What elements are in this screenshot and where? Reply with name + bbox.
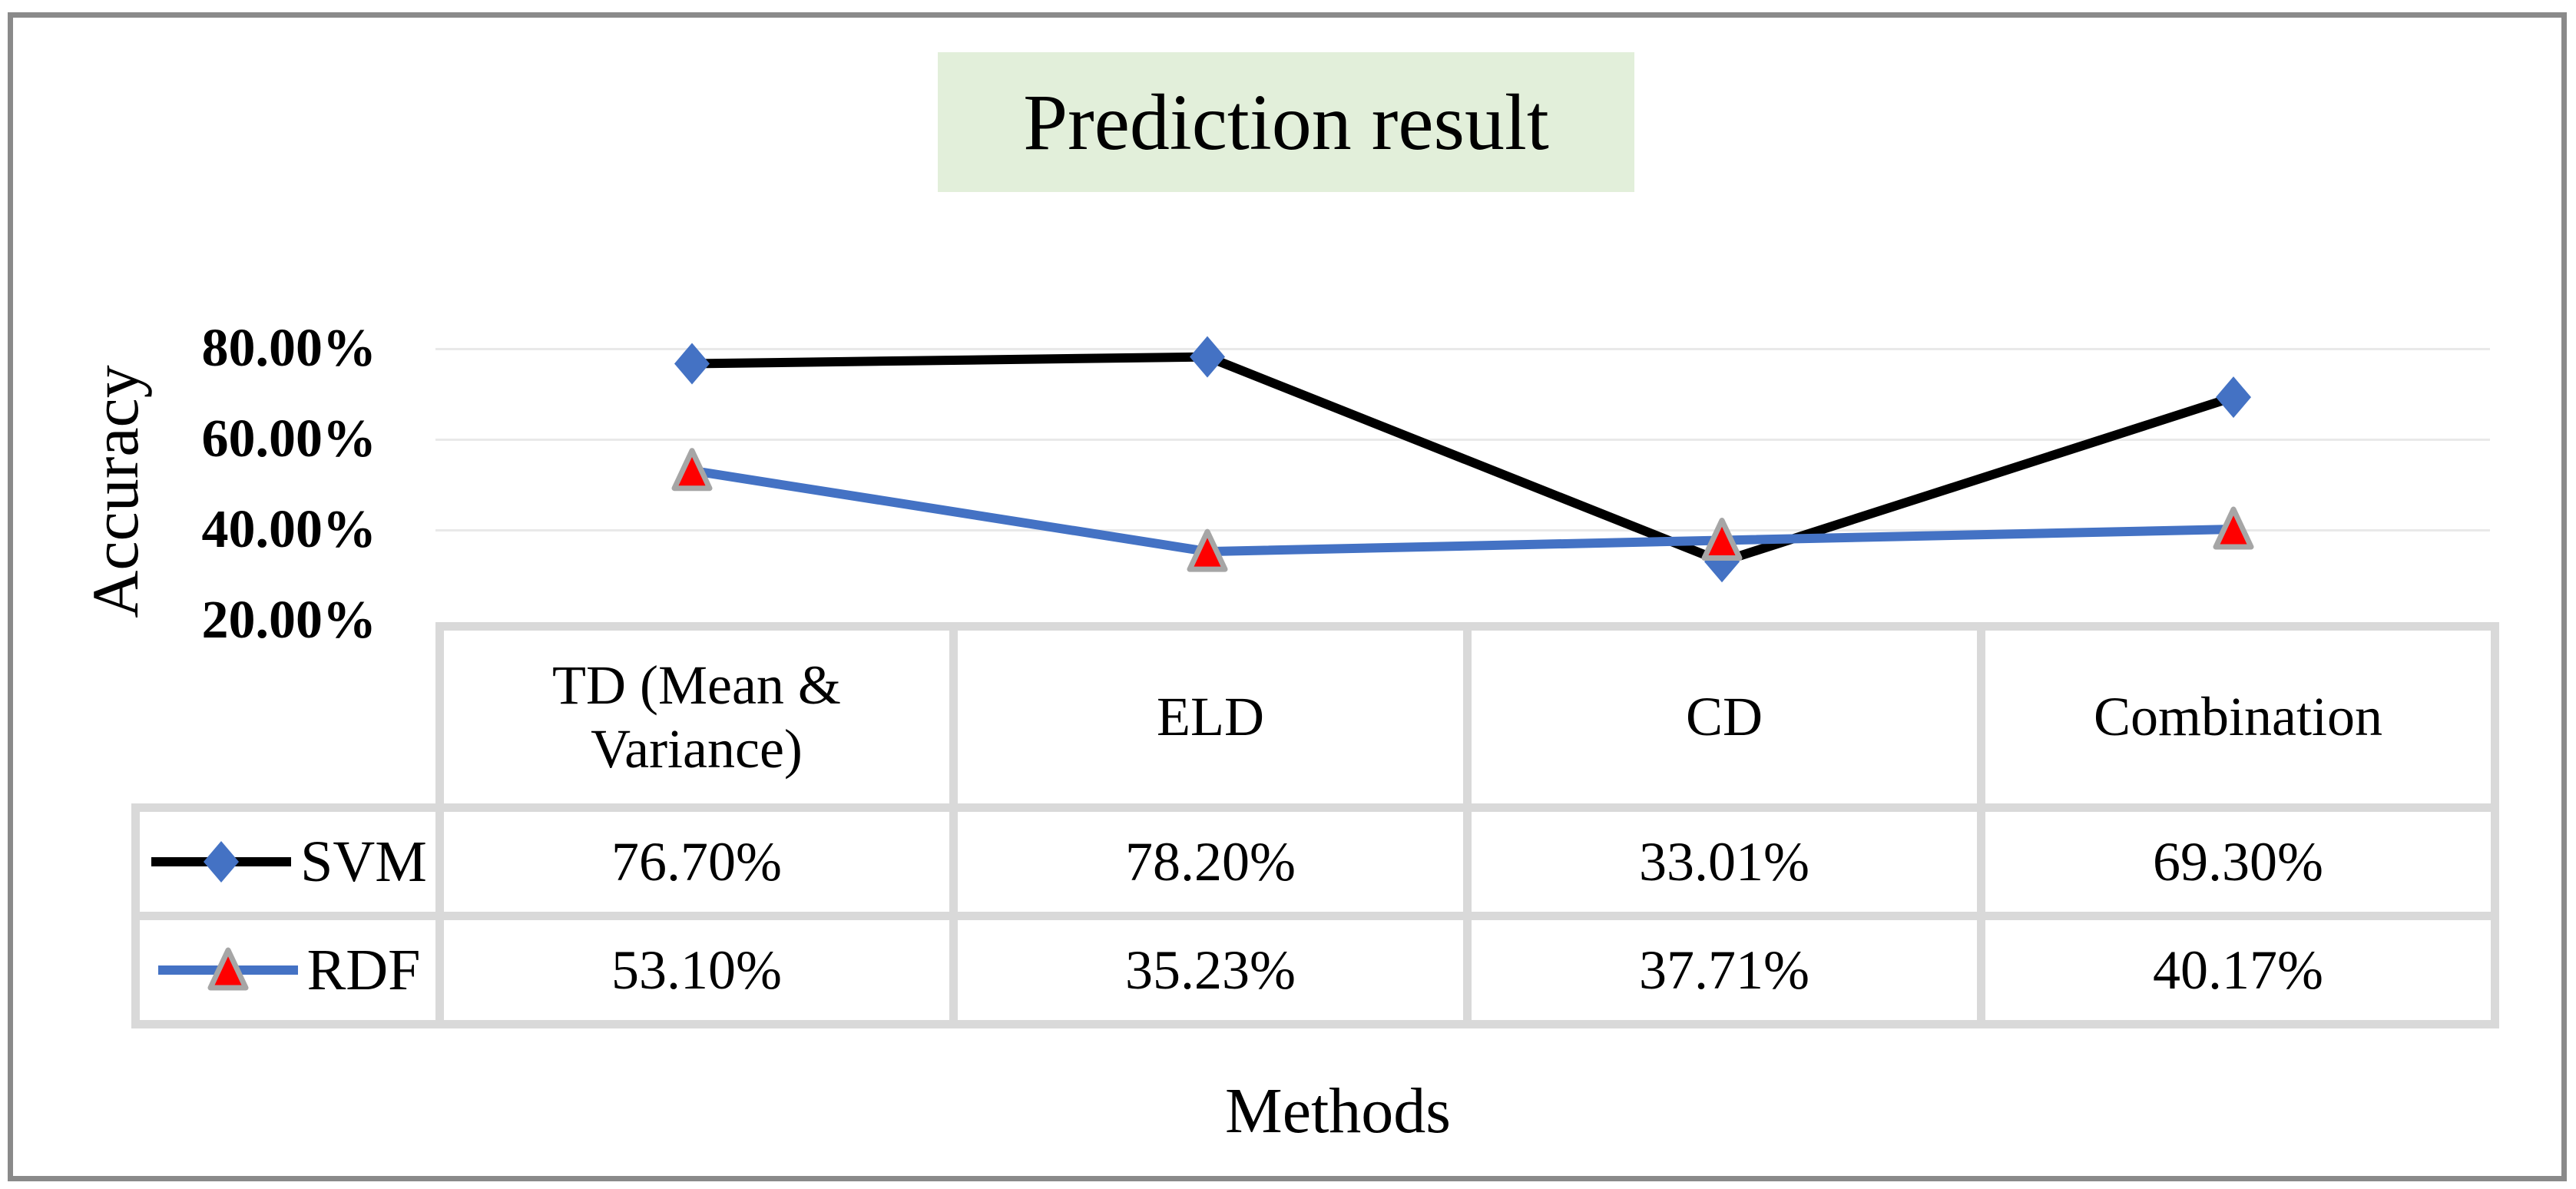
gridline-80 [435,348,2490,350]
col-header-combination: Combination [1977,622,2499,812]
col-header-eld: ELD [949,622,1472,812]
legend-svm: SVM [131,803,444,920]
diamond-marker [204,841,240,883]
value-rdf-td: 53.10% [435,912,958,1028]
svm-legend-key-icon [151,841,292,883]
col-header-td: TD (Mean & Variance) [435,622,958,812]
table-row-rdf: RDF 53.10% 35.23% 37.71% 40.17% [131,912,2499,1028]
y-axis-title: Accuracy [78,365,152,618]
value-svm-td: 76.70% [435,803,958,920]
data-table: TD (Mean & Variance) ELD CD Combination … [131,622,2499,1028]
value-rdf-eld: 35.23% [949,912,1472,1028]
y-tick-label-40: 40.00% [201,500,377,559]
chart-title: Prediction result [938,52,1634,192]
triangle-marker [207,947,249,991]
x-axis-title: Methods [1225,1075,1451,1147]
value-rdf-cd: 37.71% [1463,912,1985,1028]
y-tick-label-80: 80.00% [201,319,377,378]
gridline-60 [435,439,2490,441]
value-svm-combination: 69.30% [1977,803,2499,920]
legend-rdf-label: RDF [306,937,421,1002]
y-tick-label-20: 20.00% [201,591,377,650]
rdf-legend-key-icon [157,947,298,991]
y-tick-label-60: 60.00% [201,409,377,469]
table-row-svm: SVM 76.70% 78.20% 33.01% 69.30% [131,803,2499,920]
table-header-row: TD (Mean & Variance) ELD CD Combination [136,622,2499,812]
value-svm-cd: 33.01% [1463,803,1985,920]
value-svm-eld: 78.20% [949,803,1472,920]
table-corner-cell [136,627,440,808]
legend-svm-label: SVM [300,829,427,894]
legend-rdf: RDF [131,912,444,1028]
chart-border [8,12,2567,1181]
col-header-cd: CD [1463,622,1985,812]
gridline-40 [435,529,2490,532]
value-rdf-combination: 40.17% [1977,912,2499,1028]
chart-title-text: Prediction result [1023,78,1549,167]
